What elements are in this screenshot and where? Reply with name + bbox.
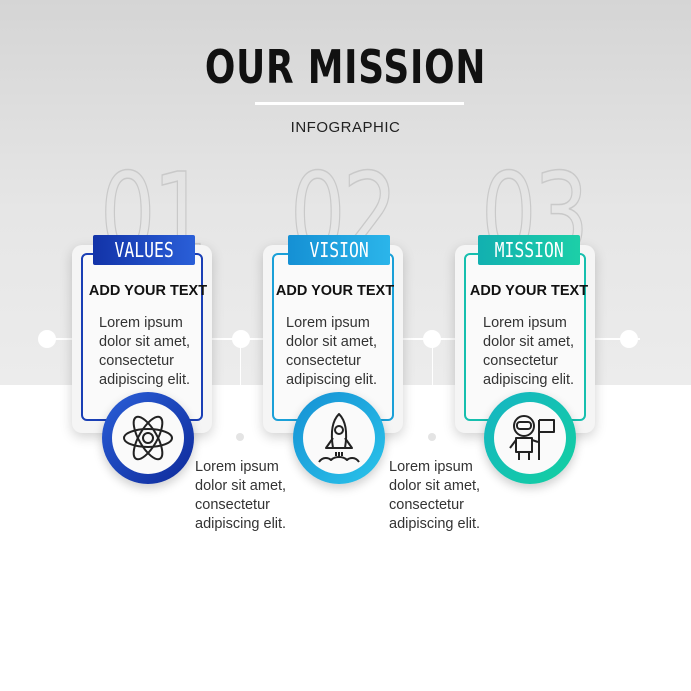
step-icon-circle-2 — [293, 392, 385, 484]
page-title: OUR MISSION — [204, 40, 487, 94]
page-subtitle: INFOGRAPHIC — [290, 119, 401, 136]
timeline-dot-2 — [423, 330, 441, 348]
step-body-1: Lorem ipsum dolor sit amet, consectetur … — [99, 315, 191, 388]
timeline-drop-2 — [432, 340, 433, 436]
step-icon-circle-1 — [102, 392, 194, 484]
astronaut-flag-icon — [509, 415, 555, 460]
step-heading-1: ADD YOUR TEXT — [88, 283, 208, 299]
step-label-1: VALUES — [93, 235, 195, 265]
timeline-drop-1 — [240, 340, 241, 436]
step-icon-circle-3 — [484, 392, 576, 484]
step-heading-2: ADD YOUR TEXT — [275, 283, 395, 299]
step-body-2: Lorem ipsum dolor sit amet, consectetur … — [286, 315, 378, 388]
side-note-2: Lorem ipsum dolor sit amet, consectetur … — [389, 459, 481, 532]
rocket-icon — [318, 413, 360, 463]
atom-icon — [123, 415, 173, 461]
timeline-drop-dot-2 — [428, 433, 436, 441]
timeline-dot-1 — [232, 330, 250, 348]
step-label-3: MISSION — [478, 235, 580, 265]
timeline-dot-start — [38, 330, 56, 348]
side-note-1: Lorem ipsum dolor sit amet, consectetur … — [195, 459, 287, 532]
title-underline — [255, 102, 464, 105]
step-body-3: Lorem ipsum dolor sit amet, consectetur … — [483, 315, 575, 388]
timeline-drop-dot-1 — [236, 433, 244, 441]
step-heading-3: ADD YOUR TEXT — [469, 283, 589, 299]
timeline-dot-end — [620, 330, 638, 348]
step-label-2: VISION — [288, 235, 390, 265]
